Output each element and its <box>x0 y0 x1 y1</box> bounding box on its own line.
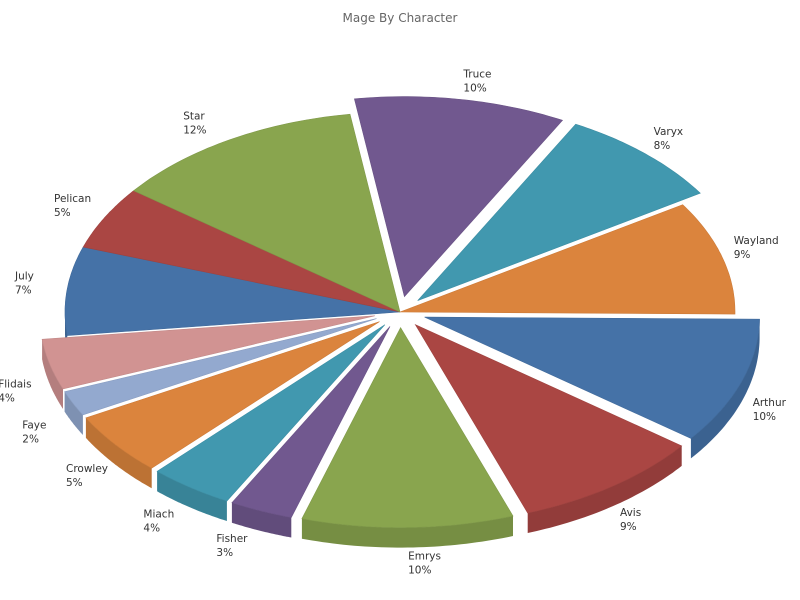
slice-labels: Arthur 10% Avis 9% Emrys 10% Fisher 3% Miach 4% Cr… <box>0 69 787 577</box>
slice-label-miach: Miach <box>143 508 174 520</box>
slice-tops <box>41 96 760 528</box>
slice-july[interactable] <box>64 246 401 336</box>
slice-side-flidais <box>42 339 63 409</box>
slice-label-avis: Avis <box>620 507 641 519</box>
slice-crowley[interactable] <box>85 321 380 469</box>
slice-value-flidais: 4% <box>0 392 15 404</box>
slice-avis[interactable] <box>414 323 683 514</box>
slice-label-emrys: Emrys <box>408 551 441 563</box>
slice-label-varyx: Varyx <box>654 126 684 138</box>
slice-varyx[interactable] <box>417 123 701 301</box>
slice-value-varyx: 8% <box>654 140 671 152</box>
slice-flidais[interactable] <box>41 315 375 390</box>
slice-value-fisher: 3% <box>216 547 233 559</box>
chart-title: Mage By Character <box>343 11 458 25</box>
slice-arthur[interactable] <box>424 316 760 439</box>
slice-label-arthur: Arthur <box>753 397 787 409</box>
slice-side-fisher <box>231 502 292 538</box>
slice-label-crowley: Crowley <box>66 463 108 475</box>
slice-value-wayland: 9% <box>734 249 751 261</box>
slice-label-truce: Truce <box>462 69 491 81</box>
slice-wayland[interactable] <box>399 204 736 315</box>
slice-value-emrys: 10% <box>408 565 431 577</box>
slice-label-wayland: Wayland <box>734 235 779 247</box>
slice-side-crowley <box>85 417 152 489</box>
slice-miach[interactable] <box>156 324 386 502</box>
slice-value-faye: 2% <box>22 434 39 446</box>
slice-side-emrys <box>301 516 513 548</box>
slice-fisher[interactable] <box>231 326 391 518</box>
slice-emrys[interactable] <box>301 326 514 528</box>
slice-value-pelican: 5% <box>54 207 71 219</box>
slice-label-fisher: Fisher <box>216 533 248 545</box>
slice-label-star: Star <box>183 111 205 123</box>
slice-truce[interactable] <box>354 96 564 298</box>
slice-label-flidais: Flidais <box>0 378 32 390</box>
slice-value-avis: 9% <box>620 521 637 533</box>
slice-label-pelican: Pelican <box>54 193 91 205</box>
slice-value-arthur: 10% <box>753 411 776 423</box>
slice-star[interactable] <box>133 113 401 313</box>
slice-value-truce: 10% <box>463 83 486 95</box>
slice-label-july: July <box>14 270 34 282</box>
slice-value-miach: 4% <box>143 522 160 534</box>
slice-side-faye <box>64 391 83 435</box>
slice-value-crowley: 5% <box>66 477 83 489</box>
slice-faye[interactable] <box>64 318 377 416</box>
slice-pelican[interactable] <box>82 190 401 313</box>
slice-value-star: 12% <box>183 125 206 137</box>
slice-label-faye: Faye <box>22 420 46 432</box>
slice-value-july: 7% <box>15 284 32 296</box>
slice-side-miach <box>157 471 227 521</box>
slice-side-avis <box>527 445 682 533</box>
